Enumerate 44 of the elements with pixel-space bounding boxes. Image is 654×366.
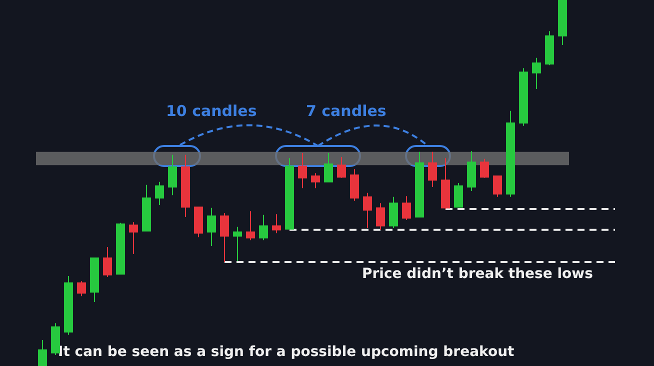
candlestick <box>545 30 554 66</box>
candlestick <box>142 184 151 232</box>
candlestick <box>64 275 73 336</box>
candlestick <box>467 150 476 192</box>
candlestick <box>181 154 190 218</box>
candlestick <box>480 158 489 178</box>
candlestick <box>363 192 372 229</box>
candlestick <box>376 202 385 230</box>
candlestick <box>493 176 502 198</box>
candlestick <box>168 154 177 196</box>
candlestick <box>532 57 541 90</box>
candlestick <box>194 206 203 238</box>
candlestick <box>428 151 437 188</box>
candlestick <box>272 214 281 234</box>
candlestick <box>558 0 567 46</box>
annotation: Price didn’t break these lows <box>362 266 593 282</box>
candlestick <box>311 172 320 189</box>
candlestick <box>77 280 86 297</box>
annotation: 7 candles <box>306 102 386 120</box>
annotation: 10 candles <box>166 102 257 120</box>
candlestick <box>415 151 424 218</box>
candlestick <box>389 196 398 229</box>
candlestick <box>337 156 346 178</box>
candlestick <box>207 207 216 246</box>
candlestick <box>519 68 528 126</box>
candlestick <box>454 182 463 208</box>
candlestick <box>259 214 268 241</box>
candlestick <box>506 110 515 198</box>
candlestick <box>350 168 359 202</box>
candlestick <box>246 210 255 241</box>
candlestick <box>233 226 242 262</box>
candlestick <box>402 196 411 220</box>
candlestick <box>90 258 99 302</box>
candlestick <box>51 322 60 356</box>
candlestick <box>220 212 229 263</box>
candlestick <box>116 222 125 275</box>
candlestick <box>324 152 333 182</box>
candlestick <box>155 181 164 206</box>
candlestick <box>441 158 450 210</box>
candlestick <box>298 152 307 189</box>
candlestick <box>38 340 47 366</box>
candlestick <box>129 222 138 255</box>
candlestick <box>285 158 294 230</box>
candlestick <box>103 246 112 278</box>
